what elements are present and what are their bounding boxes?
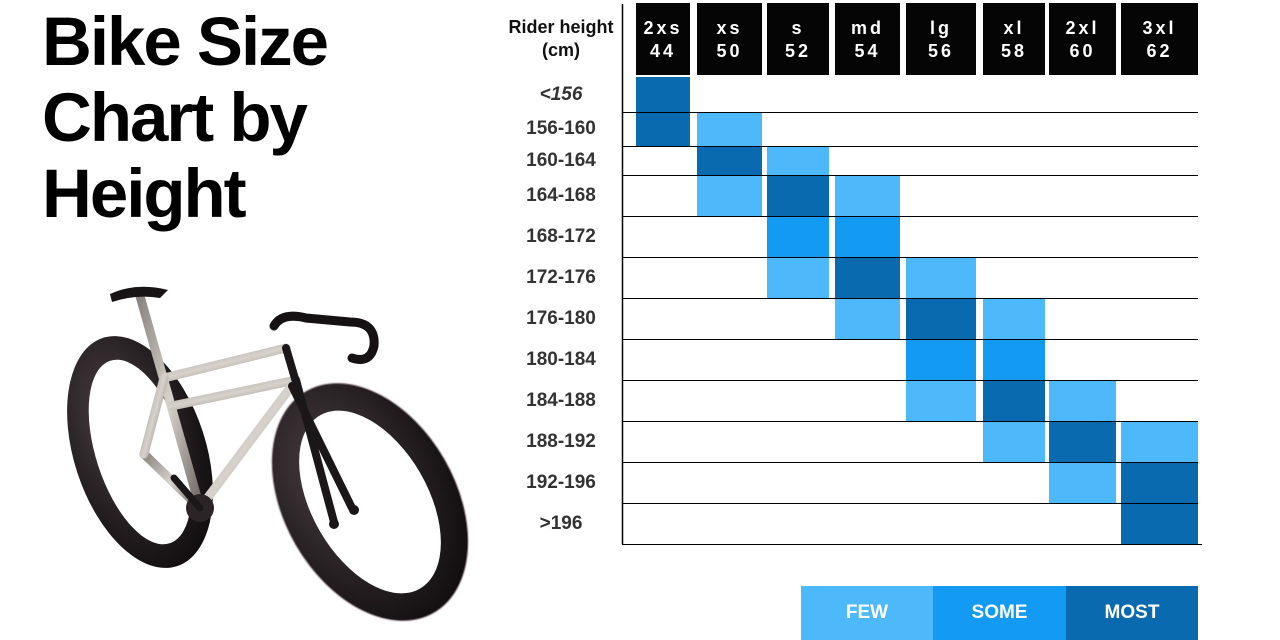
heat-cell-<156-2xs-most	[636, 77, 690, 112]
height-row-label: 184-188	[526, 389, 596, 411]
height-row-label: 180-184	[526, 348, 596, 370]
size-header-2xl: 2xl 60	[1049, 3, 1116, 75]
legend-most: MOST	[1066, 586, 1198, 640]
heat-cell-164-168-xs-few	[697, 175, 762, 216]
rider-height-label: Rider height (cm)	[500, 16, 622, 62]
heat-cell-160-164-xs-most	[697, 146, 762, 175]
size-header-number: 44	[649, 41, 677, 61]
heat-cell-192-196-2xl-few	[1049, 462, 1116, 503]
heat-cell-164-168-s-most	[767, 175, 829, 216]
title-line-2: Chart by	[42, 79, 308, 156]
height-row-label: <156	[539, 83, 583, 105]
heat-cell-184-188-xl-most	[983, 380, 1045, 421]
size-header-number: 58	[1000, 41, 1028, 61]
size-header-label: 2xl	[1065, 18, 1100, 38]
height-row-label: 164-168	[526, 184, 596, 206]
height-row-label: 176-180	[526, 307, 596, 329]
heat-cell-192-196-3xl-most	[1121, 462, 1198, 503]
heat-cell-168-172-s-some	[767, 216, 829, 257]
height-row-label: 192-196	[526, 471, 596, 493]
size-header-md: md 54	[835, 3, 900, 75]
heat-cell-184-188-lg-few	[906, 380, 976, 421]
size-header-number: 60	[1069, 41, 1096, 61]
heat-cell-176-180-xl-few	[983, 298, 1045, 339]
legend-few: FEW	[801, 586, 933, 640]
size-header-number: 54	[854, 41, 881, 61]
size-header-3xl: 3xl 62	[1121, 3, 1198, 75]
size-header-label: lg	[930, 18, 952, 38]
title-line-3: Height	[42, 155, 247, 232]
height-row-label: 160-164	[526, 149, 596, 171]
size-header-number: 62	[1146, 41, 1173, 61]
height-row-label: 188-192	[526, 430, 596, 452]
size-header-s: s 52	[767, 3, 829, 75]
heat-cell-164-168-md-few	[835, 175, 900, 216]
height-row-label: 172-176	[526, 266, 596, 288]
legend: FEW SOME MOST	[801, 586, 1198, 640]
page-title: Bike Size Chart by Height	[42, 4, 482, 232]
title-line-1: Bike Size	[42, 3, 329, 80]
heat-cell-156-160-2xs-most	[636, 112, 690, 146]
size-header-number: 50	[716, 41, 743, 61]
size-header-number: 52	[784, 41, 812, 61]
heat-cell-188-192-xl-few	[983, 421, 1045, 462]
size-header-2xs: 2xs 44	[636, 3, 690, 75]
size-header-label: 2xs	[643, 18, 683, 38]
size-header-xl: xl 58	[983, 3, 1045, 75]
size-header-number: 56	[927, 41, 955, 61]
size-header-label: xs	[716, 18, 743, 38]
heat-cell-156-160-xs-few	[697, 112, 762, 146]
rider-height-label-line1: Rider height	[508, 17, 614, 37]
heat-cell-168-172-md-some	[835, 216, 900, 257]
heat-cell-160-164-s-few	[767, 146, 829, 175]
height-row-label: 168-172	[526, 225, 596, 247]
heat-cell-188-192-3xl-few	[1121, 421, 1198, 462]
size-header-label: s	[791, 18, 805, 38]
heat-cell-172-176-md-most	[835, 257, 900, 298]
rider-height-label-line2: (cm)	[541, 40, 580, 60]
heat-cell-172-176-s-few	[767, 257, 829, 298]
height-row-label: >196	[539, 512, 583, 534]
heat-cell->196-3xl-most	[1121, 503, 1198, 544]
size-header-label: md	[851, 18, 884, 38]
legend-some: SOME	[933, 586, 1066, 640]
size-header-lg: lg 56	[906, 3, 976, 75]
bike-illustration	[67, 286, 470, 622]
heat-cell-172-176-lg-few	[906, 257, 976, 298]
heat-cell-180-184-xl-some	[983, 339, 1045, 380]
size-header-label: xl	[1003, 18, 1025, 38]
heat-cell-188-192-2xl-most	[1049, 421, 1116, 462]
height-row-label: 156-160	[526, 118, 596, 139]
heat-cell-176-180-lg-most	[906, 298, 976, 339]
size-header-label: 3xl	[1142, 18, 1177, 38]
heat-cell-184-188-2xl-few	[1049, 380, 1116, 421]
heat-cell-176-180-md-few	[835, 298, 900, 339]
heat-cell-180-184-lg-some	[906, 339, 976, 380]
size-header-xs: xs 50	[697, 3, 762, 75]
